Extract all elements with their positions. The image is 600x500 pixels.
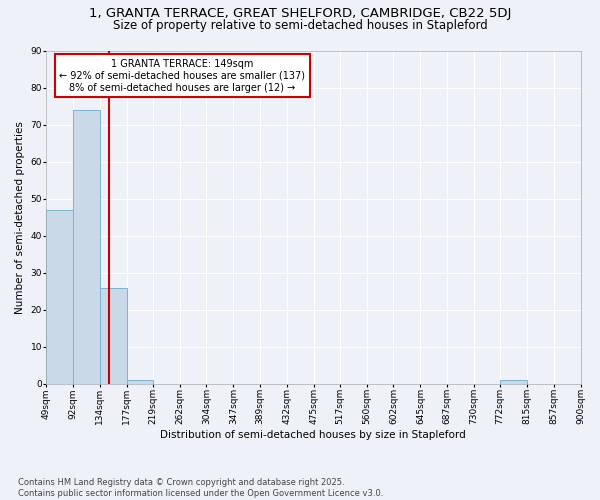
- Text: Size of property relative to semi-detached houses in Stapleford: Size of property relative to semi-detach…: [113, 19, 487, 32]
- Y-axis label: Number of semi-detached properties: Number of semi-detached properties: [15, 121, 25, 314]
- Bar: [500, 380, 527, 384]
- Bar: [73, 110, 100, 384]
- Bar: [127, 380, 153, 384]
- Text: Contains HM Land Registry data © Crown copyright and database right 2025.
Contai: Contains HM Land Registry data © Crown c…: [18, 478, 383, 498]
- Text: 1, GRANTA TERRACE, GREAT SHELFORD, CAMBRIDGE, CB22 5DJ: 1, GRANTA TERRACE, GREAT SHELFORD, CAMBR…: [89, 8, 511, 20]
- Bar: [100, 288, 127, 384]
- Text: 1 GRANTA TERRACE: 149sqm
← 92% of semi-detached houses are smaller (137)
8% of s: 1 GRANTA TERRACE: 149sqm ← 92% of semi-d…: [59, 60, 305, 92]
- Bar: [46, 210, 73, 384]
- X-axis label: Distribution of semi-detached houses by size in Stapleford: Distribution of semi-detached houses by …: [160, 430, 466, 440]
